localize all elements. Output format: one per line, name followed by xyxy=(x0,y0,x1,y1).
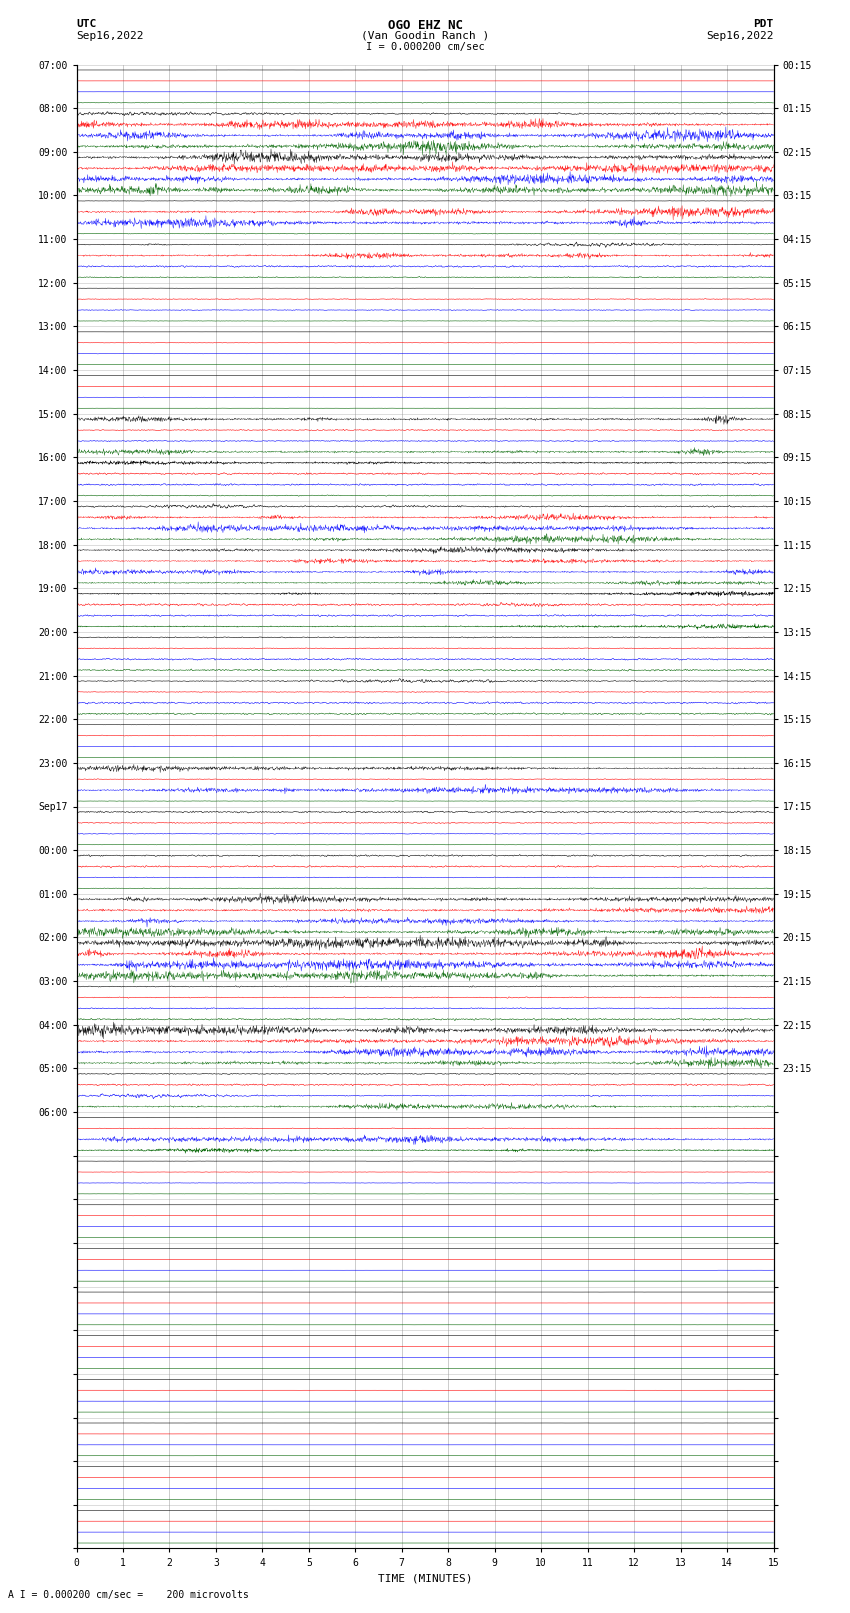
Text: Sep16,2022: Sep16,2022 xyxy=(706,31,774,40)
Text: I = 0.000200 cm/sec: I = 0.000200 cm/sec xyxy=(366,42,484,52)
Text: Sep16,2022: Sep16,2022 xyxy=(76,31,144,40)
X-axis label: TIME (MINUTES): TIME (MINUTES) xyxy=(377,1573,473,1582)
Text: PDT: PDT xyxy=(753,19,774,29)
Text: A I = 0.000200 cm/sec =    200 microvolts: A I = 0.000200 cm/sec = 200 microvolts xyxy=(8,1590,249,1600)
Text: (Van Goodin Ranch ): (Van Goodin Ranch ) xyxy=(361,31,489,40)
Text: OGO EHZ NC: OGO EHZ NC xyxy=(388,19,462,32)
Text: UTC: UTC xyxy=(76,19,97,29)
